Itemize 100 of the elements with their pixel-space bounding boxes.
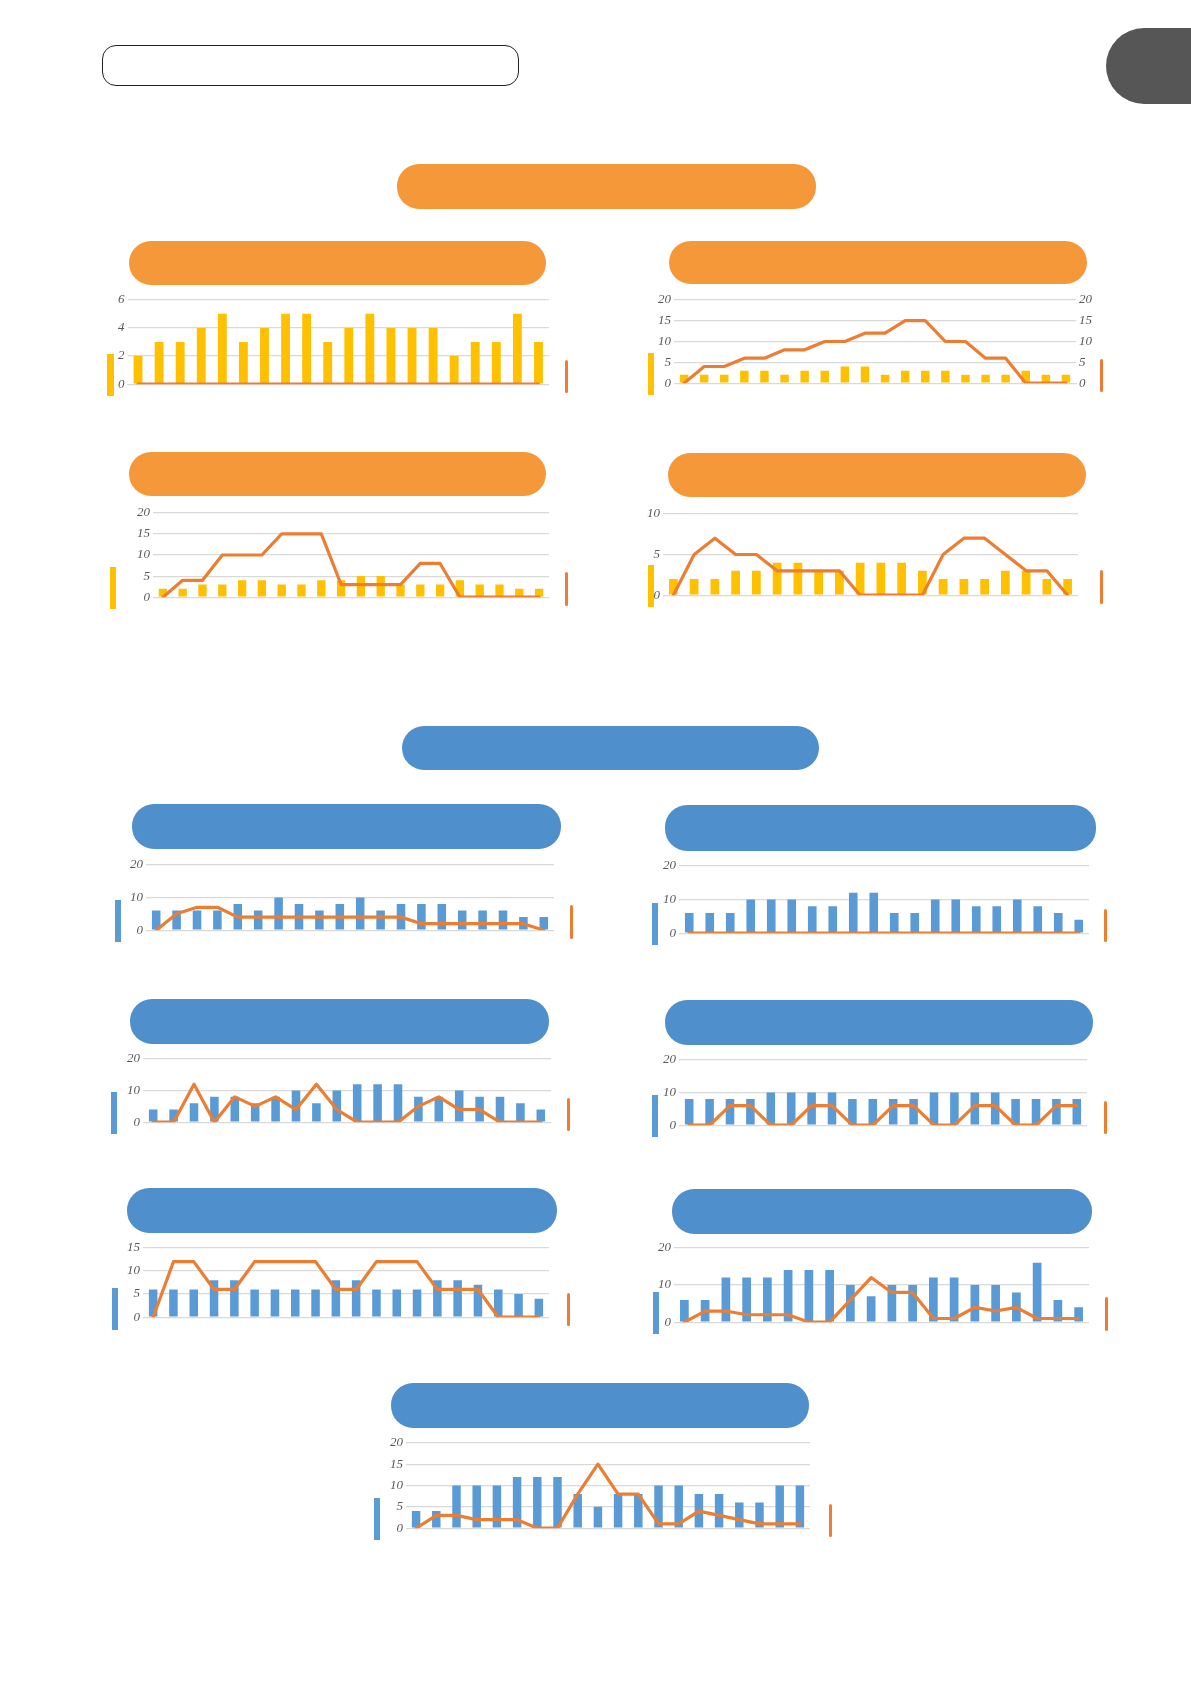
bar (731, 570, 741, 595)
bar (991, 1285, 1001, 1322)
bar (281, 313, 290, 384)
bar (720, 374, 729, 383)
y-tick-label: 6 (117, 291, 125, 307)
bar (980, 578, 990, 595)
bar (352, 1084, 361, 1122)
y-tick-label: 10 (126, 1262, 140, 1278)
y-tick-label: 10 (658, 332, 672, 348)
bar (910, 912, 920, 933)
bar (196, 327, 206, 384)
bar (767, 899, 777, 933)
y-tick-label: 20 (658, 1239, 672, 1255)
y-tick-label: 0 (664, 374, 672, 390)
bar (1033, 906, 1043, 933)
y-tick-label: 20 (126, 1050, 140, 1066)
bar (951, 899, 961, 933)
bar (760, 370, 769, 383)
y-tick-label: 20 (389, 1433, 404, 1449)
bar (189, 1103, 198, 1122)
y-tick-label: 0 (133, 1113, 140, 1129)
bar (763, 1277, 772, 1322)
bar (311, 1103, 321, 1122)
y-tick-label: 0 (669, 1116, 677, 1132)
y-tick-label: 10 (137, 545, 151, 561)
bar (274, 897, 283, 930)
bar (259, 327, 269, 384)
y-tick-label: 15 (658, 311, 672, 327)
bar (238, 579, 247, 597)
bar (921, 370, 930, 383)
bar (685, 912, 695, 933)
y-tick-label: 20 (658, 291, 672, 307)
bar (780, 374, 789, 383)
y-tick-label: 5 (396, 1497, 404, 1513)
y-tick-label: 0 (143, 588, 151, 604)
bar (277, 584, 287, 597)
bar (472, 1485, 481, 1528)
bar (1042, 578, 1052, 595)
y-tick-label: 0 (117, 375, 125, 391)
bar (1061, 374, 1071, 383)
bar (825, 1270, 835, 1322)
y-tick-label: 10 (658, 1276, 672, 1292)
bar (317, 579, 326, 597)
bar (372, 1084, 382, 1122)
y2-tick-label: 15 (1079, 311, 1093, 327)
y2-tick-label: 5 (1079, 353, 1087, 369)
bar (192, 910, 201, 930)
bar (133, 355, 143, 384)
bar (552, 1476, 562, 1528)
bar (800, 370, 809, 383)
bar (941, 370, 950, 383)
bar (533, 341, 543, 384)
bar (931, 899, 941, 933)
y-tick-label: 10 (389, 1476, 404, 1492)
bar (939, 578, 948, 595)
y-tick-label: 2 (117, 347, 125, 363)
y-tick-label: 0 (669, 924, 677, 940)
bar (820, 370, 830, 383)
bar (866, 1296, 876, 1322)
y-tick-label: 0 (396, 1519, 404, 1535)
bar (535, 588, 544, 597)
bar (981, 374, 990, 383)
y-tick-label: 5 (143, 567, 151, 583)
bar (613, 1493, 622, 1528)
bar (491, 341, 501, 384)
bar (428, 327, 438, 384)
y-tick-label: 20 (663, 1051, 677, 1067)
bar (752, 570, 762, 595)
y-tick-label: 0 (664, 1313, 672, 1329)
bar (740, 370, 749, 383)
bar (992, 906, 1002, 933)
bar (804, 1270, 814, 1322)
bar (512, 313, 522, 384)
bar (302, 313, 311, 384)
bar (188, 1289, 198, 1317)
bar (901, 370, 910, 383)
bar (168, 1289, 178, 1317)
y2-tick-label: 20 (1079, 291, 1093, 307)
bar (391, 1289, 401, 1317)
bar (1074, 919, 1084, 933)
bar (929, 1277, 938, 1322)
bar (270, 1289, 279, 1317)
bar (451, 1485, 461, 1528)
bar (742, 1277, 752, 1322)
bar (470, 341, 480, 384)
y-tick-label: 10 (647, 504, 661, 520)
bar (890, 912, 900, 933)
bar (217, 313, 227, 384)
y-tick-label: 15 (389, 1455, 404, 1471)
bar (175, 341, 185, 384)
bar (532, 1476, 542, 1528)
bar (726, 912, 736, 933)
bar (1001, 374, 1010, 383)
bar (249, 1289, 259, 1317)
bar (212, 910, 222, 930)
bar (412, 1289, 421, 1317)
bar (710, 578, 720, 595)
y-tick-label: 15 (137, 524, 151, 540)
y-tick-label: 5 (664, 353, 672, 369)
bar (1013, 899, 1023, 933)
